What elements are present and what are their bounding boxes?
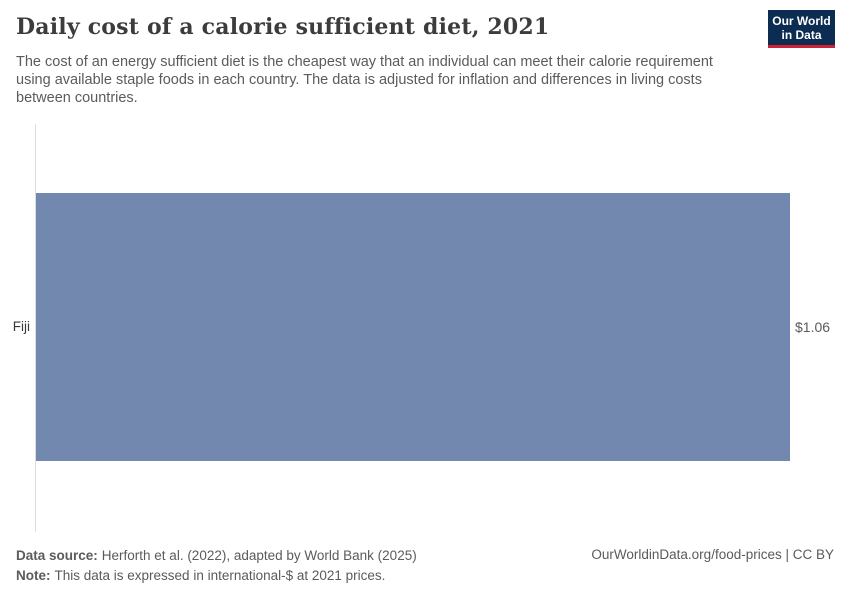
chart-title: Daily cost of a calorie sufficient diet,… — [16, 14, 550, 40]
value-label-fiji: $1.06 — [795, 319, 831, 335]
entity-label-fiji: Fiji — [12, 319, 30, 334]
chart-subtitle: The cost of an energy sufficient diet is… — [16, 54, 713, 106]
note-text: This data is expressed in international-… — [54, 567, 386, 583]
owid-logo-line2: in Data — [781, 28, 822, 42]
data-source-line: Data source: Herforth et al. (2022), adap… — [16, 546, 417, 566]
footer-notes: Data source: Herforth et al. (2022), adap… — [16, 546, 417, 585]
note-label: Note: — [16, 567, 51, 583]
plot-area — [36, 193, 790, 461]
y-axis-line — [35, 124, 36, 532]
data-source-label: Data source: — [16, 548, 98, 563]
owid-logo-line1: Our World — [772, 14, 831, 28]
note-line: Note: This data is expressed in internati… — [16, 566, 417, 586]
credit-link[interactable]: OurWorldinData.org/food-prices | CC BY — [591, 547, 834, 562]
owid-logo[interactable]: Our World in Data — [768, 10, 835, 48]
data-source-text: Herforth et al. (2022), adapted by World… — [101, 548, 417, 563]
bar-fiji[interactable] — [36, 193, 790, 461]
